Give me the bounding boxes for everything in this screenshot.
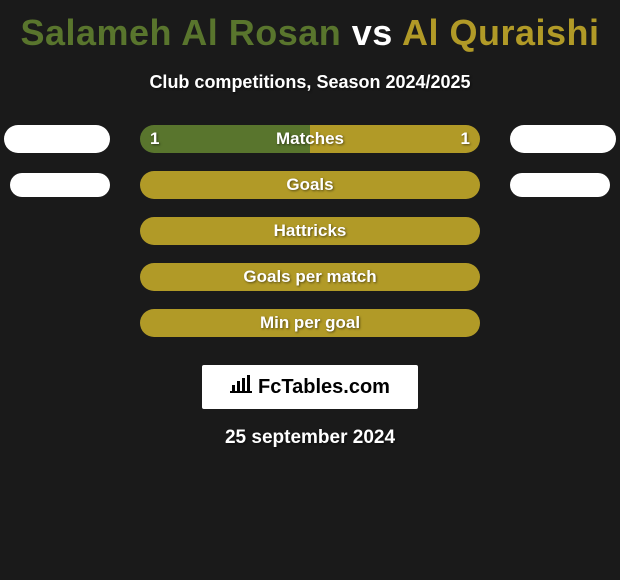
logo-box: FcTables.com (202, 365, 418, 409)
player2-pill (510, 173, 610, 197)
stat-value-left: 1 (150, 129, 159, 149)
player1-name: Salameh Al Rosan (20, 12, 341, 53)
stat-label: Goals (140, 175, 480, 195)
stat-bar: Min per goal (140, 309, 480, 337)
player2-pill (510, 125, 616, 153)
player2-name: Al Quraishi (402, 12, 600, 53)
stat-label: Goals per match (140, 267, 480, 287)
subtitle: Club competitions, Season 2024/2025 (149, 72, 470, 93)
logo: FcTables.com (230, 375, 390, 399)
player1-pill (10, 173, 110, 197)
stats-card: Salameh Al Rosan vs Al Quraishi Club com… (0, 0, 620, 459)
stat-row: Matches1 1 (4, 125, 616, 153)
stat-row: Goals (4, 171, 616, 199)
stat-value-right: 1 (461, 129, 470, 149)
logo-text: FcTables.com (258, 376, 390, 399)
vs-text: vs (352, 12, 393, 53)
stat-label: Matches (140, 129, 480, 149)
stat-label: Hattricks (140, 221, 480, 241)
stat-bar: Hattricks (140, 217, 480, 245)
stat-row: Hattricks (4, 217, 616, 245)
stats-rows: Matches1 1 Goals Hattricks Goals per match Mi… (4, 125, 616, 355)
page-title: Salameh Al Rosan vs Al Quraishi (20, 12, 599, 54)
chart-icon (230, 375, 252, 399)
stat-bar: Matches1 1 (140, 125, 480, 153)
player1-pill (4, 125, 110, 153)
stat-row: Goals per match (4, 263, 616, 291)
stat-bar: Goals per match (140, 263, 480, 291)
stat-row: Min per goal (4, 309, 616, 337)
date: 25 september 2024 (225, 427, 395, 449)
stat-label: Min per goal (140, 313, 480, 333)
stat-bar: Goals (140, 171, 480, 199)
